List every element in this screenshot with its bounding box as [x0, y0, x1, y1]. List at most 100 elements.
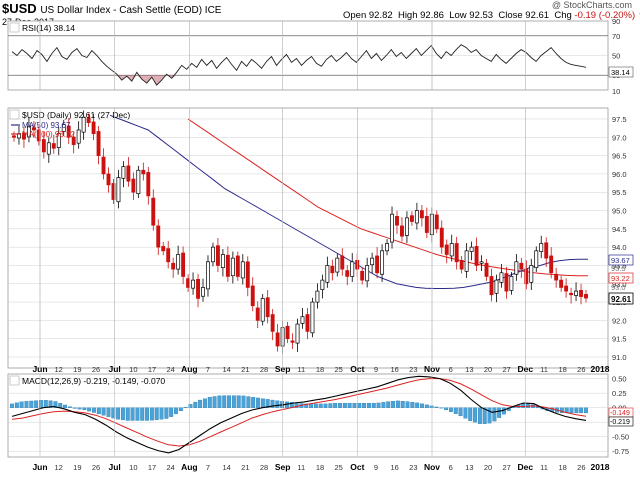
macd-line — [11, 375, 587, 454]
macd-histogram-bar — [318, 403, 323, 408]
high-value: 92.86 — [420, 10, 444, 21]
day-label: 20 — [484, 365, 492, 374]
candle-body — [260, 298, 265, 322]
macd-histogram-bar — [106, 407, 111, 417]
macd-histogram-bar — [275, 400, 280, 408]
macd-histogram-bar — [463, 407, 468, 419]
month-label: Nov — [424, 462, 440, 472]
candle-body — [400, 225, 404, 237]
macd-tick-label: 0.50 — [612, 375, 627, 384]
candle-body — [116, 177, 121, 203]
macd-histogram-bar — [400, 401, 405, 408]
macd-histogram-bar — [352, 402, 357, 408]
candle-body — [569, 292, 574, 296]
candle-body — [61, 124, 66, 132]
candle-body — [474, 246, 479, 266]
candle-body — [519, 262, 524, 270]
candle-body — [181, 252, 186, 277]
macd-histogram-bar — [145, 407, 150, 421]
day-label: 17 — [148, 463, 156, 472]
macd-histogram-bar — [569, 407, 574, 414]
open-value: 92.82 — [368, 10, 393, 21]
day-label: 18 — [558, 463, 566, 472]
macd-histogram-bar — [24, 401, 29, 408]
macd-histogram-bar — [58, 403, 63, 408]
day-label: 16 — [390, 463, 398, 472]
ohlc-quote: Open 92.82 High 92.86 Low 92.53 Close 92… — [343, 10, 640, 21]
candle-body — [360, 270, 365, 281]
day-label: 6 — [449, 365, 453, 374]
macd-histogram-bar — [429, 405, 434, 408]
candle-body — [390, 213, 394, 243]
candle-body — [484, 262, 489, 277]
macd-histogram-bar — [188, 404, 193, 408]
candle-body — [579, 290, 583, 297]
month-label: Nov — [424, 364, 440, 374]
candle-body — [554, 273, 559, 281]
candle-body — [544, 242, 549, 259]
macd-histogram-bar — [92, 407, 96, 413]
close-label: Close — [498, 10, 523, 21]
candle-body — [245, 261, 250, 288]
candle-body — [136, 169, 141, 195]
rsi-legend: RSI(14) 38.14 — [22, 23, 75, 33]
price-tag-93-0: 93.0 — [611, 283, 626, 292]
rsi-settings-icon[interactable] — [9, 22, 20, 33]
day-label: 25 — [334, 365, 342, 374]
macd-histogram-bar — [371, 402, 376, 408]
macd-histogram-bar — [347, 402, 352, 408]
macd-settings-icon[interactable] — [9, 375, 20, 386]
price-settings-icon[interactable] — [9, 109, 20, 120]
macd-histogram-bar — [342, 402, 347, 408]
price-tick-label: 95.5 — [612, 188, 627, 197]
macd-histogram-bar — [444, 407, 449, 411]
macd-histogram-bar — [391, 401, 396, 408]
candle-body — [250, 285, 255, 307]
macd-histogram-bar — [328, 403, 333, 408]
close-tag-box — [608, 292, 634, 305]
day-label: 11 — [297, 365, 305, 374]
candle-body — [156, 225, 161, 248]
day-label: 26 — [92, 463, 100, 472]
candle-body — [325, 265, 330, 283]
candle-body — [365, 265, 370, 282]
candle-body — [370, 257, 375, 266]
macd-histogram-bar — [87, 407, 92, 412]
candle-body — [404, 217, 409, 236]
macd-histogram-bar — [217, 395, 222, 408]
macd-histogram-bar — [256, 397, 260, 408]
candle-body — [449, 243, 454, 257]
day-label: 26 — [577, 365, 585, 374]
macd-histogram-bar — [174, 407, 178, 415]
day-label: 13 — [465, 463, 473, 472]
macd-histogram-bar — [357, 402, 362, 408]
macd-histogram-bar — [270, 399, 275, 408]
close-tag: 92.61 — [611, 295, 632, 304]
macd-histogram-bar — [193, 401, 198, 408]
price-tick-label: 91.5 — [612, 335, 627, 344]
macd-histogram-bar — [323, 403, 328, 408]
macd-histogram-bar — [72, 407, 77, 409]
candle-body — [295, 323, 300, 344]
macd-histogram-bar — [29, 400, 34, 408]
candle-body — [275, 332, 280, 347]
candle-body — [235, 255, 240, 277]
x-axis-macd: Jun 12 19 26 Jul 10 17 24 Aug 7 14 21 28 Sep 11 18 25 Oct… — [32, 21, 610, 472]
day-label: 7 — [206, 463, 210, 472]
macd-histogram-bar — [265, 399, 270, 408]
price-panel: 97.5 97.0 96.5 96.0 95.5 95.0 94.5 94.0 93.5 93.0… — [7, 107, 634, 369]
candle-body — [320, 279, 325, 290]
candle-body — [26, 125, 31, 138]
symbol: $USD — [2, 1, 37, 16]
day-label: 19 — [73, 463, 81, 472]
candle-body — [51, 143, 56, 149]
candle-body — [564, 285, 569, 292]
day-label: 18 — [316, 365, 324, 374]
candle-body — [345, 270, 350, 277]
day-label: 7 — [206, 365, 210, 374]
price-tick-label: 95.0 — [612, 207, 627, 216]
day-label: 23 — [409, 365, 417, 374]
macd-histogram-bar — [227, 395, 232, 408]
